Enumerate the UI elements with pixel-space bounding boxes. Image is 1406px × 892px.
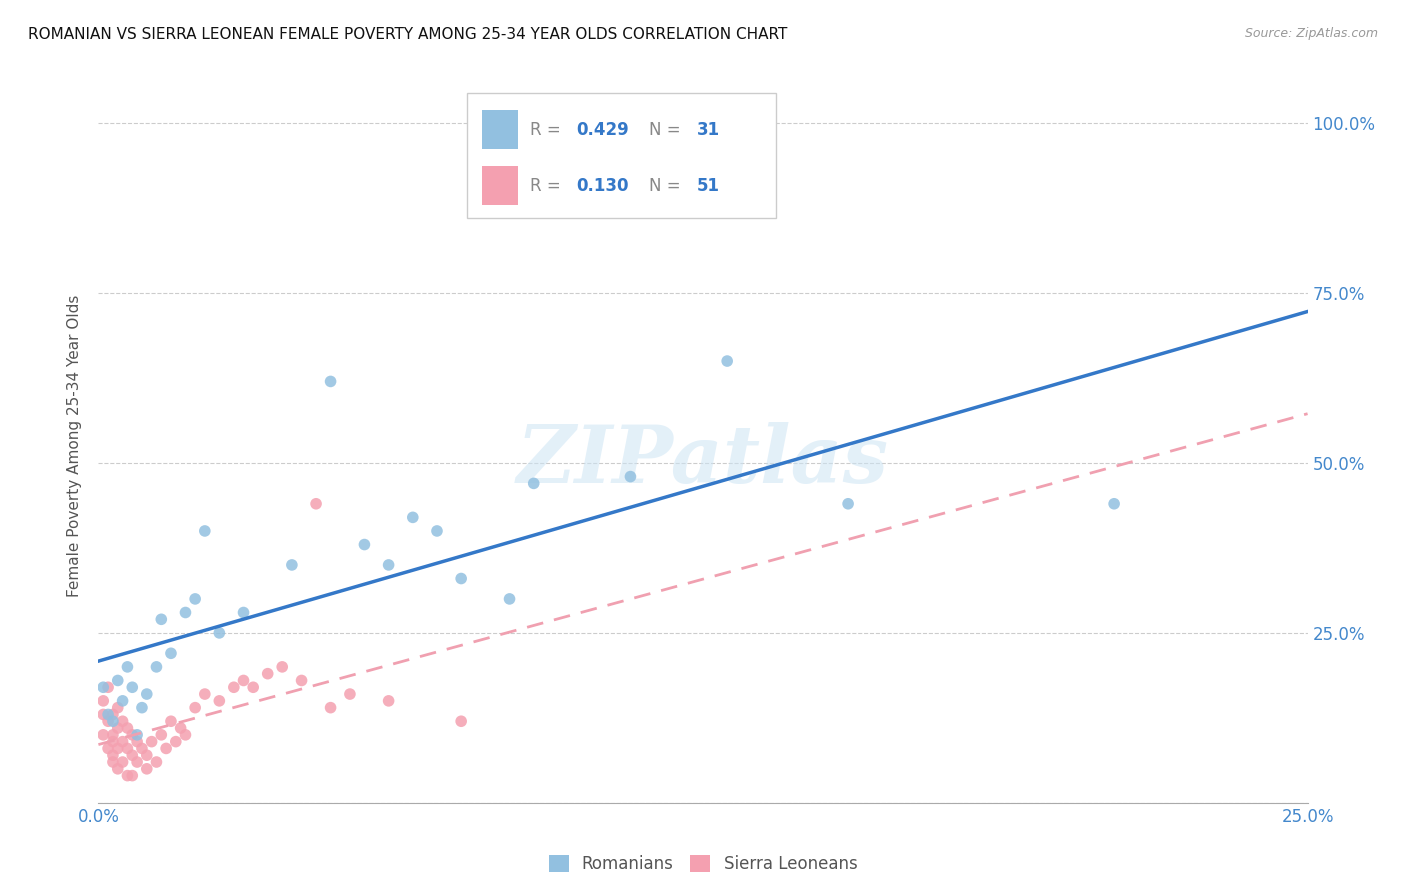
Text: 31: 31 (697, 121, 720, 139)
Point (101, 707, 124, 722)
Point (184, 700, 207, 714)
Point (97, 680, 120, 694)
Text: Source: ZipAtlas.com: Source: ZipAtlas.com (1244, 27, 1378, 40)
Text: 51: 51 (697, 177, 720, 194)
Point (1102, 497, 1125, 511)
Point (91, 707, 114, 722)
Text: N =: N = (648, 121, 686, 139)
Point (290, 673, 312, 688)
Y-axis label: Female Poverty Among 25-34 Year Olds: Female Poverty Among 25-34 Year Olds (67, 295, 83, 597)
Bar (482, 111, 517, 150)
Point (121, 680, 143, 694)
Point (145, 660, 167, 674)
Point (111, 694, 134, 708)
Point (402, 510, 425, 524)
Point (353, 537, 375, 551)
Point (111, 734, 134, 748)
Point (101, 734, 124, 748)
Point (194, 524, 217, 538)
Point (174, 728, 197, 742)
Point (377, 694, 399, 708)
Point (127, 734, 149, 748)
Point (169, 721, 191, 735)
Point (107, 673, 129, 688)
Point (121, 728, 143, 742)
Point (101, 748, 124, 763)
Point (184, 591, 207, 606)
Point (101, 728, 124, 742)
Point (101, 755, 124, 769)
Point (91, 694, 114, 708)
Point (127, 755, 149, 769)
Point (97, 741, 120, 756)
Point (160, 646, 183, 660)
Point (256, 666, 278, 681)
Point (523, 476, 546, 491)
Point (117, 769, 139, 783)
Point (232, 606, 254, 620)
Point (426, 524, 449, 538)
Point (194, 687, 217, 701)
Point (135, 762, 157, 776)
Point (107, 741, 129, 756)
Point (450, 714, 472, 729)
Point (107, 721, 129, 735)
Point (305, 497, 328, 511)
Point (107, 700, 129, 714)
Point (121, 769, 143, 783)
Point (155, 741, 177, 756)
Point (339, 687, 361, 701)
Text: R =: R = (530, 177, 567, 194)
Point (117, 741, 139, 756)
Point (121, 748, 143, 763)
Point (281, 558, 304, 572)
Point (91, 728, 114, 742)
Point (135, 687, 157, 701)
Point (107, 762, 129, 776)
Point (91, 680, 114, 694)
Point (150, 612, 173, 626)
Point (498, 591, 520, 606)
Text: R =: R = (530, 121, 567, 139)
Point (716, 354, 738, 368)
Point (319, 375, 342, 389)
Text: 0.130: 0.130 (576, 177, 628, 194)
Point (450, 572, 472, 586)
Point (174, 606, 197, 620)
Point (141, 734, 163, 748)
Point (97, 714, 120, 729)
Point (97, 707, 120, 722)
Point (208, 694, 231, 708)
Point (160, 714, 183, 729)
Point (117, 721, 139, 735)
Point (150, 728, 173, 742)
Point (208, 626, 231, 640)
Text: ZIPatlas: ZIPatlas (517, 422, 889, 499)
Bar (482, 166, 517, 205)
Legend: Romanians, Sierra Leoneans: Romanians, Sierra Leoneans (541, 848, 865, 880)
Point (242, 680, 264, 694)
Point (145, 755, 167, 769)
Point (131, 741, 153, 756)
Point (837, 497, 859, 511)
Point (232, 673, 254, 688)
Point (131, 700, 153, 714)
Point (117, 660, 139, 674)
Point (377, 558, 399, 572)
Point (165, 734, 187, 748)
Point (619, 469, 641, 483)
FancyBboxPatch shape (467, 93, 776, 218)
Text: 0.429: 0.429 (576, 121, 628, 139)
Point (127, 728, 149, 742)
Point (135, 748, 157, 763)
Point (271, 660, 294, 674)
Text: ROMANIAN VS SIERRA LEONEAN FEMALE POVERTY AMONG 25-34 YEAR OLDS CORRELATION CHAR: ROMANIAN VS SIERRA LEONEAN FEMALE POVERT… (28, 27, 787, 42)
Point (111, 755, 134, 769)
Point (111, 714, 134, 729)
Point (222, 680, 245, 694)
Point (101, 714, 124, 729)
Point (319, 700, 342, 714)
Text: N =: N = (648, 177, 686, 194)
